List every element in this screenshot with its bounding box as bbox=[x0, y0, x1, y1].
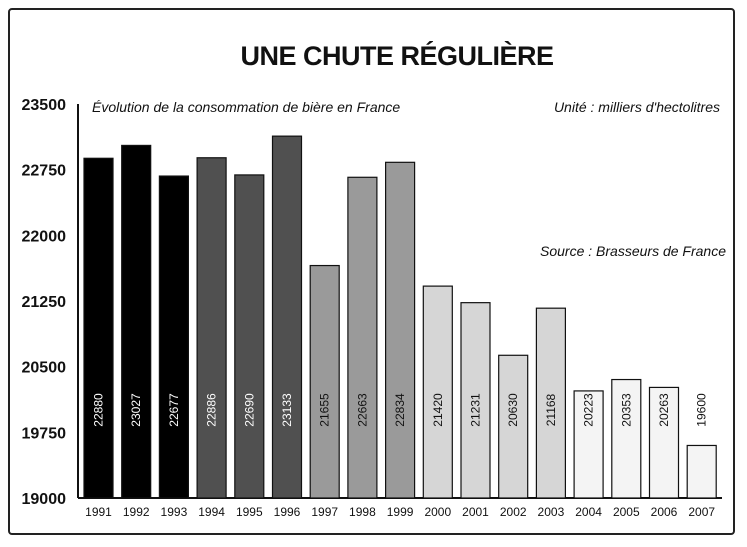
x-tick-label-2002: 2002 bbox=[500, 505, 527, 519]
data-label-2007: 19600 bbox=[695, 393, 709, 427]
data-label-1993: 22677 bbox=[167, 393, 181, 427]
x-tick-label-2006: 2006 bbox=[651, 505, 678, 519]
x-tick-label-2005: 2005 bbox=[613, 505, 640, 519]
x-tick-label-1993: 1993 bbox=[161, 505, 188, 519]
data-label-2006: 20263 bbox=[657, 393, 671, 427]
y-tick-label-2: 20500 bbox=[22, 360, 67, 377]
x-tick-label-2007: 2007 bbox=[688, 505, 715, 519]
bar-2000 bbox=[422, 285, 453, 499]
data-label-1996: 23133 bbox=[280, 393, 294, 427]
data-label-1994: 22886 bbox=[205, 393, 219, 427]
data-label-1998: 22663 bbox=[355, 393, 369, 427]
x-tick-label-2004: 2004 bbox=[575, 505, 602, 519]
y-tick-label-6: 23500 bbox=[22, 97, 67, 114]
data-label-2005: 20353 bbox=[619, 393, 633, 427]
data-label-1991: 22880 bbox=[92, 393, 106, 427]
data-label-1995: 22690 bbox=[242, 393, 256, 427]
x-tick-label-1999: 1999 bbox=[387, 505, 414, 519]
bar-1991 bbox=[83, 157, 114, 499]
bar-1998 bbox=[347, 176, 378, 499]
y-tick-label-4: 22000 bbox=[22, 228, 67, 245]
bar-2001 bbox=[460, 302, 491, 499]
x-tick-label-1991: 1991 bbox=[85, 505, 112, 519]
x-tick-label-1998: 1998 bbox=[349, 505, 376, 519]
bar-1992 bbox=[121, 144, 152, 499]
chart-title: UNE CHUTE RÉGULIÈRE bbox=[240, 40, 553, 71]
bar-2003 bbox=[535, 307, 567, 499]
data-label-1992: 23027 bbox=[129, 393, 143, 427]
x-tick-label-1994: 1994 bbox=[198, 505, 225, 519]
x-tick-label-1997: 1997 bbox=[311, 505, 338, 519]
data-label-1999: 22834 bbox=[393, 393, 407, 427]
bar-2006 bbox=[648, 386, 680, 499]
y-tick-label-0: 19000 bbox=[22, 491, 67, 508]
chart-frame bbox=[8, 8, 735, 535]
x-tick-label-1995: 1995 bbox=[236, 505, 263, 519]
y-tick-label-1: 19750 bbox=[22, 425, 67, 442]
bar-2007 bbox=[686, 444, 717, 499]
x-tick-label-2003: 2003 bbox=[538, 505, 565, 519]
x-tick-label-1992: 1992 bbox=[123, 505, 150, 519]
data-label-2004: 20223 bbox=[582, 393, 596, 427]
x-tick-label-2000: 2000 bbox=[424, 505, 451, 519]
data-label-2002: 20630 bbox=[506, 393, 520, 427]
x-tick-labels: 1991 1992 1993 1994 1995 1996 1997 1998 1999 2000… bbox=[85, 505, 715, 519]
bar-1999 bbox=[385, 161, 416, 499]
bar-2002 bbox=[498, 354, 529, 499]
data-label-2000: 21420 bbox=[431, 393, 445, 427]
x-tick-label-2001: 2001 bbox=[462, 505, 489, 519]
source-note: Source : Brasseurs de France bbox=[540, 243, 726, 259]
y-tick-label-3: 21250 bbox=[22, 294, 67, 311]
chart-subtitle: Évolution de la consommation de bière en… bbox=[92, 99, 400, 115]
bar-1996 bbox=[271, 135, 303, 499]
y-tick-labels: 19000 19750 20500 21250 22000 22750 23500 bbox=[22, 97, 67, 508]
y-tick-label-5: 22750 bbox=[22, 163, 67, 180]
bar-2004 bbox=[573, 390, 604, 499]
unit-note: Unité : milliers d'hectolitres bbox=[554, 99, 720, 115]
bar-1993 bbox=[158, 175, 189, 499]
bar-1995 bbox=[234, 174, 265, 499]
data-label-1997: 21655 bbox=[318, 393, 332, 427]
bar-1997 bbox=[309, 264, 340, 499]
bars: 22880 23027 22677 22886 22690 23133 21655 22663… bbox=[83, 135, 717, 499]
x-tick-label-1996: 1996 bbox=[274, 505, 301, 519]
bar-2005 bbox=[611, 378, 642, 499]
bar-1994 bbox=[196, 157, 227, 499]
data-label-2001: 21231 bbox=[469, 393, 483, 427]
data-label-2003: 21168 bbox=[544, 393, 558, 426]
